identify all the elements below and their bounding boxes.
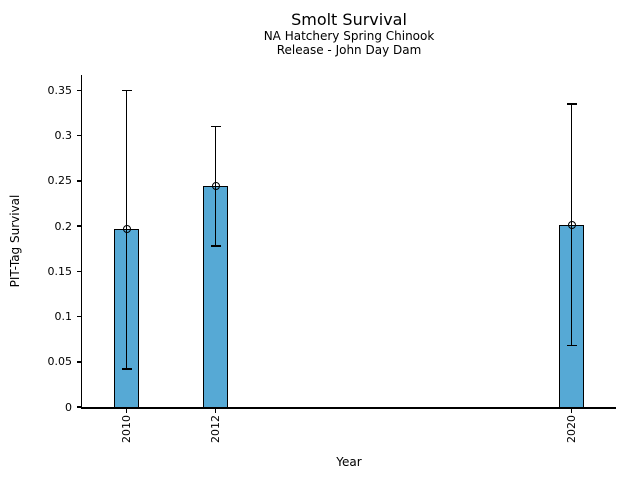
y-tick-label-0.35: 0.35	[47, 83, 73, 97]
error-cap-high-2012	[210, 125, 221, 128]
x-tick-2010	[125, 408, 128, 413]
y-tick-0.15	[76, 270, 81, 273]
chart-subtitle-line-2: Release - John Day Dam	[276, 43, 422, 57]
chart-title: Smolt Survival	[291, 10, 407, 29]
y-tick-0.25	[76, 180, 81, 182]
x-tick-label-2010: 2010	[119, 415, 133, 443]
marker-2012	[211, 182, 220, 191]
y-tick-label-0: 0	[65, 400, 72, 414]
y-axis-label: PIT-Tag Survival	[8, 194, 22, 288]
error-cap-high-2010	[121, 89, 132, 92]
y-tick-label-0.3: 0.3	[54, 129, 73, 143]
error-cap-low-2020	[566, 344, 577, 347]
x-axis-label: Year	[336, 455, 362, 469]
y-tick-label-0.2: 0.2	[54, 219, 73, 233]
y-tick-label-0.15: 0.15	[47, 264, 73, 278]
chart-header: Smolt Survival NA Hatchery Spring Chinoo…	[82, 10, 616, 57]
x-tick-2020	[570, 408, 573, 413]
error-cap-high-2020	[566, 103, 577, 105]
y-tick-0.35	[76, 89, 81, 92]
y-tick-label-0.05: 0.05	[47, 355, 73, 369]
y-tick-label-0.1: 0.1	[54, 310, 73, 324]
y-tick-0.05	[76, 361, 81, 363]
x-tick-label-2020: 2020	[564, 415, 578, 443]
x-tick-2012	[214, 408, 217, 413]
marker-2010	[122, 224, 131, 233]
x-tick-label-2012: 2012	[208, 415, 222, 443]
y-tick-label-0.25: 0.25	[47, 174, 73, 188]
marker-2020	[567, 221, 576, 230]
error-cap-low-2010	[121, 368, 132, 370]
chart-subtitle-line-1: NA Hatchery Spring Chinook	[263, 29, 435, 43]
y-axis-spine	[80, 75, 82, 407]
y-tick-0.3	[76, 134, 81, 137]
y-tick-0.1	[76, 315, 81, 318]
y-tick-0	[76, 406, 81, 408]
y-tick-0.2	[76, 225, 81, 227]
x-axis-spine	[80, 407, 616, 409]
error-cap-low-2012	[210, 245, 221, 247]
